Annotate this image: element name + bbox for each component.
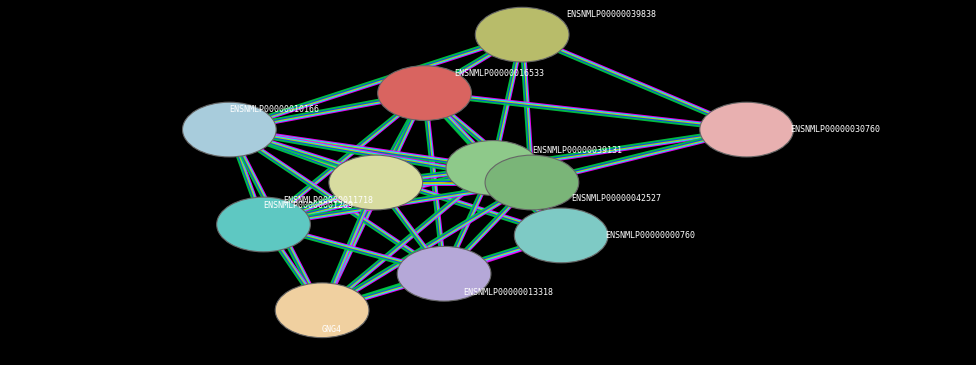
Ellipse shape	[397, 246, 491, 301]
Text: ENSNMLP00000013318: ENSNMLP00000013318	[464, 288, 553, 297]
Ellipse shape	[183, 102, 276, 157]
Text: ENSNMLP00000001209: ENSNMLP00000001209	[264, 201, 353, 210]
Text: GNG4: GNG4	[322, 325, 342, 334]
Text: ENSNMLP00000010166: ENSNMLP00000010166	[229, 105, 319, 114]
Ellipse shape	[446, 141, 540, 195]
Ellipse shape	[514, 208, 608, 263]
Ellipse shape	[700, 102, 793, 157]
Ellipse shape	[475, 7, 569, 62]
Ellipse shape	[217, 197, 310, 252]
Text: ENSNMLP00000011718: ENSNMLP00000011718	[283, 196, 373, 204]
Text: ENSNMLP00000016533: ENSNMLP00000016533	[454, 69, 544, 77]
Text: ENSNMLP00000030760: ENSNMLP00000030760	[791, 125, 880, 134]
Ellipse shape	[329, 155, 423, 210]
Ellipse shape	[378, 66, 471, 120]
Text: ENSNMLP00000039131: ENSNMLP00000039131	[532, 146, 622, 155]
Text: ENSNMLP00000039838: ENSNMLP00000039838	[566, 10, 656, 19]
Text: ENSNMLP00000000760: ENSNMLP00000000760	[605, 231, 695, 240]
Ellipse shape	[275, 283, 369, 338]
Ellipse shape	[485, 155, 579, 210]
Text: ENSNMLP00000042527: ENSNMLP00000042527	[571, 195, 661, 203]
